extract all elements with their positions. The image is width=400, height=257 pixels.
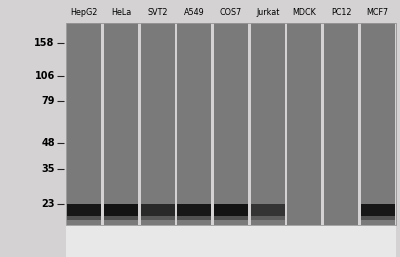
Bar (104, 204, 138, 216)
Bar (104, 23, 138, 225)
Bar (140, 204, 175, 216)
Text: PC12: PC12 (331, 8, 351, 17)
Text: 48: 48 (41, 138, 55, 148)
Bar (177, 23, 212, 225)
Bar (177, 204, 212, 216)
Text: 106: 106 (34, 71, 55, 81)
Bar (140, 23, 175, 225)
Text: 23: 23 (41, 199, 55, 209)
Text: 35: 35 (41, 164, 55, 174)
Bar (214, 216, 248, 220)
Bar (67, 204, 102, 216)
Bar (177, 216, 212, 220)
Bar (324, 23, 358, 225)
Bar (360, 204, 395, 216)
Bar (140, 216, 175, 220)
Bar (67, 23, 102, 225)
Bar (66, 23, 396, 225)
Bar (360, 23, 395, 225)
Bar (287, 23, 322, 225)
Text: MCF7: MCF7 (367, 8, 389, 17)
Text: Jurkat: Jurkat (256, 8, 279, 17)
Bar (250, 216, 285, 220)
Text: 79: 79 (41, 96, 55, 106)
Text: HeLa: HeLa (111, 8, 131, 17)
Bar (104, 216, 138, 220)
Text: HepG2: HepG2 (71, 8, 98, 17)
Bar (66, 225, 396, 257)
Bar (250, 23, 285, 225)
Bar (214, 23, 248, 225)
Text: 158: 158 (34, 38, 55, 48)
Text: COS7: COS7 (220, 8, 242, 17)
Text: A549: A549 (184, 8, 205, 17)
Bar (250, 204, 285, 216)
Text: SVT2: SVT2 (148, 8, 168, 17)
Bar (214, 204, 248, 216)
Text: MDCK: MDCK (292, 8, 316, 17)
Bar (67, 216, 102, 220)
Bar (360, 216, 395, 220)
Bar (66, 23, 396, 225)
